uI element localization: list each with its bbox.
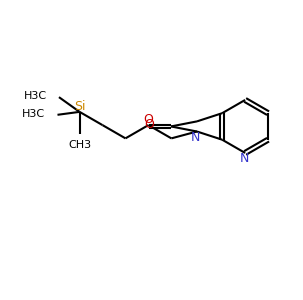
Text: H3C: H3C	[22, 109, 45, 118]
Text: Si: Si	[75, 100, 86, 113]
Text: O: O	[144, 113, 153, 126]
Text: H3C: H3C	[23, 91, 47, 101]
Text: N: N	[240, 152, 249, 165]
Text: O: O	[144, 118, 154, 130]
Text: N: N	[191, 131, 200, 144]
Text: CH3: CH3	[68, 140, 91, 150]
